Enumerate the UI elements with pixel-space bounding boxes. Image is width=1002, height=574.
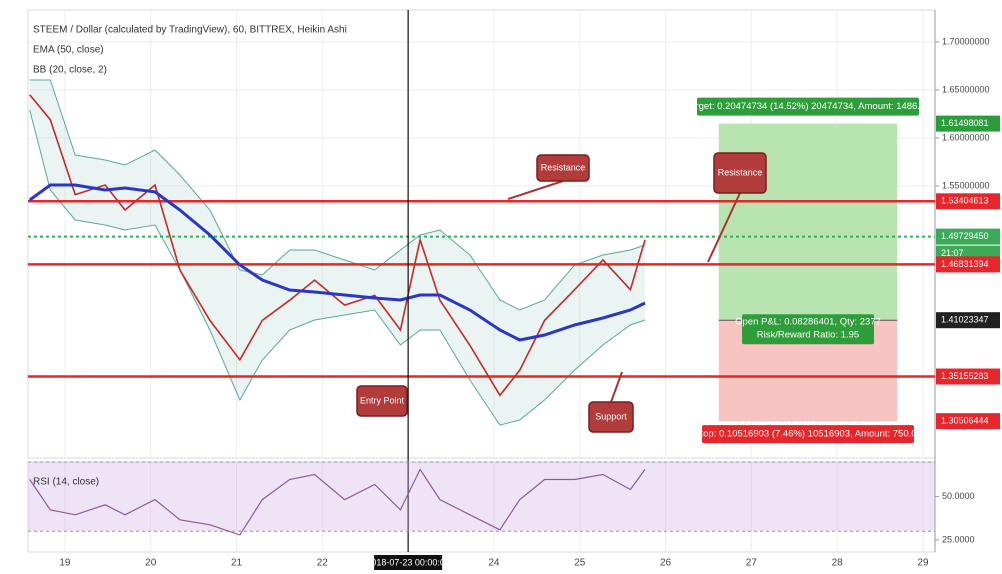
x-tick-label: 28 — [832, 558, 844, 569]
callout-pointer — [507, 180, 564, 200]
price-badge-label: 1.41023347 — [941, 315, 989, 325]
price-badge-label: 1.53404613 — [941, 196, 989, 206]
pnl-label: Open P&L: 0.08286401, Qty: 2377 — [735, 317, 881, 328]
x-tick-label: 25 — [574, 558, 586, 569]
price-badge — [936, 256, 1000, 273]
callout-text: Resistance — [718, 167, 763, 177]
x-tick-label: 2018-07-23 00:00:00 — [366, 557, 450, 567]
price-badge — [936, 413, 1000, 430]
price-badge — [936, 193, 1000, 210]
price-badge — [936, 228, 1000, 245]
callout-pointer — [707, 192, 741, 263]
price-badge — [936, 368, 1000, 385]
callout-text: Resistance — [541, 162, 586, 172]
x-tick-label: 27 — [746, 558, 758, 569]
callout-text: Support — [595, 411, 627, 421]
callout-text: Entry Point — [360, 395, 405, 405]
ratio-label: Risk/Reward Ratio: 1.95 — [757, 330, 859, 341]
x-tick-label: 22 — [317, 558, 329, 569]
legend-entry: EMA (50, close) — [33, 45, 104, 56]
target-label-box — [697, 97, 920, 116]
price-badge-label: 1.49729450 — [941, 231, 989, 241]
legend-entry: STEEM / Dollar (calculated by TradingVie… — [33, 25, 347, 36]
x-tick-label: 19 — [59, 558, 71, 569]
x-tick-label: 26 — [660, 558, 672, 569]
x-tick-label: 20 — [145, 558, 157, 569]
target-label: Target: 0.20474734 (14.52%) 20474734, Am… — [685, 101, 930, 112]
price-line — [29, 94, 646, 397]
price-badge-label: 1.30506444 — [941, 416, 989, 426]
rsi-pane — [27, 461, 936, 553]
price-badge — [936, 115, 1000, 132]
bb-lower — [29, 109, 646, 426]
x-tick-label: 24 — [488, 558, 500, 569]
bb-band — [29, 79, 645, 426]
price-badge — [936, 312, 1000, 329]
y-tick-label: 25.0000 — [942, 534, 975, 544]
price-badge-label: 1.35155283 — [941, 371, 989, 381]
rsi-legend: RSI (14, close) — [33, 477, 99, 488]
x-tick-label: 21 — [231, 558, 243, 569]
y-tick-label: 1.70000000 — [942, 36, 990, 46]
callout-box — [536, 154, 590, 182]
bb-upper — [29, 79, 646, 311]
y-tick-label: 1.60000000 — [942, 132, 990, 142]
callout-box — [713, 152, 767, 194]
legend-entry: BB (20, close, 2) — [33, 65, 107, 76]
stop-label-box — [702, 425, 915, 444]
x-tick-label: 29 — [917, 558, 929, 569]
price-badge-label: 1.61498081 — [941, 118, 989, 128]
x-label-highlight — [374, 555, 443, 570]
pnl-label-box — [742, 314, 875, 345]
callout-box — [588, 401, 634, 433]
y-tick-label: 50.0000 — [942, 491, 975, 501]
ema-line — [28, 183, 646, 342]
callout-box — [356, 385, 408, 417]
y-tick-label: 1.55000000 — [942, 180, 990, 190]
stop-label: Stop: 0.10516903 (7.46%) 10516903, Amoun… — [694, 429, 922, 440]
y-tick-label: 1.65000000 — [942, 84, 990, 94]
price-badge-label: 1.46831394 — [941, 259, 989, 269]
price-badge-label: 21:07 — [941, 248, 964, 258]
rsi-line — [29, 468, 646, 536]
callout-pointer — [610, 371, 623, 403]
